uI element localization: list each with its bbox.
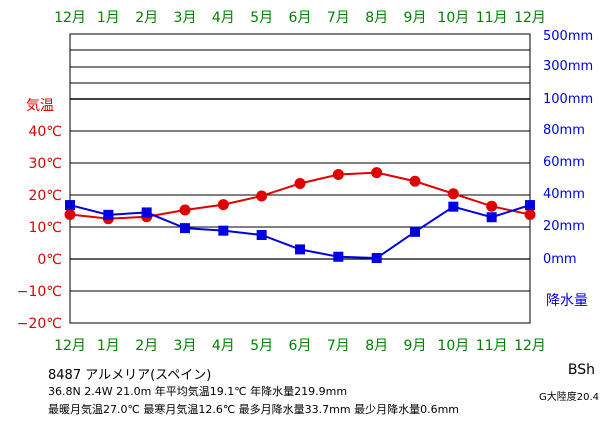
temperature-point xyxy=(524,209,536,221)
temperature-point xyxy=(371,167,383,179)
month-label: 4月 xyxy=(212,338,235,354)
month-label: 11月 xyxy=(476,10,508,26)
precipitation-tick-label: 300mm xyxy=(543,59,593,74)
temperature-series xyxy=(64,167,536,225)
temperature-tick-label: 0℃ xyxy=(37,252,62,268)
precipitation-tick-label: 500mm xyxy=(543,29,593,44)
precipitation-tick-label: 100mm xyxy=(543,92,593,107)
precipitation-point xyxy=(103,209,114,220)
month-label: 5月 xyxy=(250,10,273,26)
stats-line-2: 最暖月気温27.0℃ 最寒月気温12.6℃ 最多月降水量33.7mm 最少月降水… xyxy=(48,403,460,416)
precipitation-point xyxy=(410,226,420,237)
temperature-point xyxy=(332,169,344,181)
precipitation-axis-label: 降水量 xyxy=(546,293,588,309)
precipitation-tick-label: 40mm xyxy=(543,187,585,202)
precipitation-point xyxy=(256,230,267,240)
climate-class: BSh xyxy=(567,362,595,378)
month-label: 12月 xyxy=(514,10,546,26)
temperature-tick-label: 30℃ xyxy=(28,156,62,172)
precipitation-point xyxy=(65,200,75,211)
precipitation-point xyxy=(218,225,229,236)
grid xyxy=(69,33,531,324)
precipitation-point xyxy=(141,207,152,218)
temperature-point xyxy=(447,188,459,200)
temperature-point xyxy=(179,204,191,216)
temperature-axis-ticks: 40℃ 30℃ 20℃ 10℃ 0℃ −10℃ −20℃ xyxy=(17,124,62,332)
temperature-axis-label: 気温 xyxy=(26,98,54,114)
month-label: 8月 xyxy=(365,10,388,26)
station-name: 8487 アルメリア(スペイン) xyxy=(48,368,212,383)
precipitation-tick-label: 60mm xyxy=(543,155,585,170)
temperature-tick-label: 20℃ xyxy=(28,188,62,204)
precipitation-point xyxy=(525,200,535,211)
temperature-tick-label: −20℃ xyxy=(17,316,62,332)
temperature-point xyxy=(64,209,76,221)
month-labels-bottom: 12月 1月 2月 3月 4月 5月 6月 7月 8月 9月 10月 11月 12月 xyxy=(54,338,546,354)
month-label: 3月 xyxy=(174,10,197,26)
temperature-tick-label: 10℃ xyxy=(28,220,62,236)
month-label: 7月 xyxy=(327,10,350,26)
month-label: 6月 xyxy=(289,10,312,26)
month-label: 10月 xyxy=(437,10,469,26)
precipitation-point xyxy=(333,251,344,262)
month-label: 3月 xyxy=(174,338,197,354)
source-note: G大陸度20.4 xyxy=(538,392,599,403)
month-label: 1月 xyxy=(97,338,120,354)
stats-line-1: 36.8N 2.4W 21.0m 年平均気温19.1℃ 年降水量219.9mm xyxy=(48,385,348,398)
temperature-point xyxy=(409,175,421,187)
month-label: 6月 xyxy=(289,338,312,354)
plot-frame xyxy=(69,33,531,324)
month-labels-top: 12月 1月 2月 3月 4月 5月 6月 7月 8月 9月 10月 11月 12月 xyxy=(54,10,546,26)
precipitation-series xyxy=(65,200,535,264)
precipitation-point xyxy=(486,212,497,223)
precipitation-tick-label: 80mm xyxy=(543,123,585,138)
month-label: 10月 xyxy=(437,338,469,354)
month-label: 4月 xyxy=(212,10,235,26)
month-label: 9月 xyxy=(404,338,427,354)
month-label: 11月 xyxy=(476,338,508,354)
temperature-point xyxy=(217,199,229,211)
month-label: 8月 xyxy=(365,338,388,354)
precipitation-tick-label: 0mm xyxy=(543,252,577,267)
month-label: 1月 xyxy=(97,10,120,26)
precipitation-axis-ticks: 500mm 300mm 100mm 80mm 60mm 40mm 20mm 0mm xyxy=(543,29,593,267)
month-label: 5月 xyxy=(250,338,273,354)
month-label: 12月 xyxy=(54,338,86,354)
month-label: 9月 xyxy=(404,10,427,26)
month-label: 2月 xyxy=(135,10,158,26)
month-label: 12月 xyxy=(514,338,546,354)
temperature-point xyxy=(294,177,306,189)
temperature-point xyxy=(486,200,498,212)
precipitation-tick-label: 20mm xyxy=(543,219,585,234)
precipitation-point xyxy=(180,223,190,234)
month-label: 7月 xyxy=(327,338,350,354)
temperature-point xyxy=(256,190,268,202)
precipitation-point xyxy=(371,253,382,264)
temperature-tick-label: 40℃ xyxy=(28,124,62,140)
precipitation-point xyxy=(295,244,305,255)
month-label: 2月 xyxy=(135,338,158,354)
month-label: 12月 xyxy=(54,10,86,26)
precipitation-point xyxy=(448,201,459,212)
temperature-tick-label: −10℃ xyxy=(17,284,62,300)
